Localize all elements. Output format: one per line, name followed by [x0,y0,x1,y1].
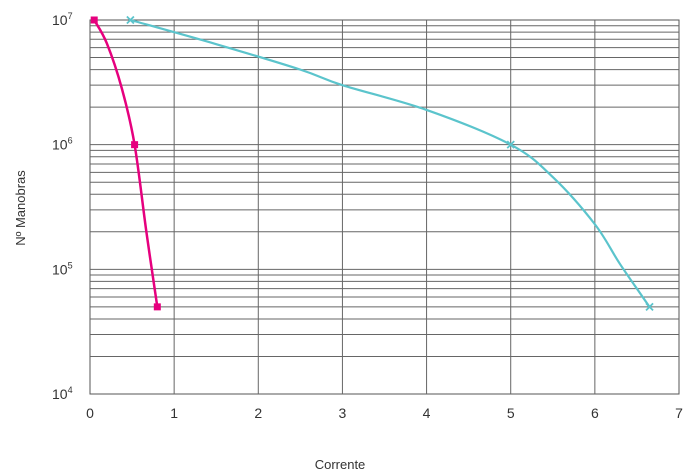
chart-grid [89,19,680,395]
data-point-square [153,303,161,311]
x-tick-label: 6 [591,405,599,421]
x-tick-label: 7 [675,405,683,421]
x-tick-label: 2 [254,405,262,421]
data-point-x [126,15,135,25]
y-tick-label: 104 [52,385,73,402]
y-tick-label: 107 [52,11,73,28]
data-point-x [506,140,515,149]
chart-series [90,15,654,311]
y-axis-title: Nº Manobras [13,170,28,246]
y-tick-label: 106 [52,136,73,153]
x-tick-label: 4 [423,405,431,421]
y-tick-label: 105 [52,260,73,277]
series-line-2 [130,18,651,308]
x-tick-label: 0 [86,405,94,421]
x-axis-title: Corrente [315,457,366,472]
x-tick-label: 1 [170,405,178,421]
x-tick-label: 5 [507,405,515,421]
chart-ticks: 0 1 2 3 4 5 6 7 104 105 106 107 [52,11,683,421]
data-point-square [90,16,98,24]
x-tick-label: 3 [339,405,347,421]
series-line-1 [93,19,159,308]
plot-frame [89,19,680,395]
data-point-x [645,302,654,311]
data-point-square [131,141,139,149]
